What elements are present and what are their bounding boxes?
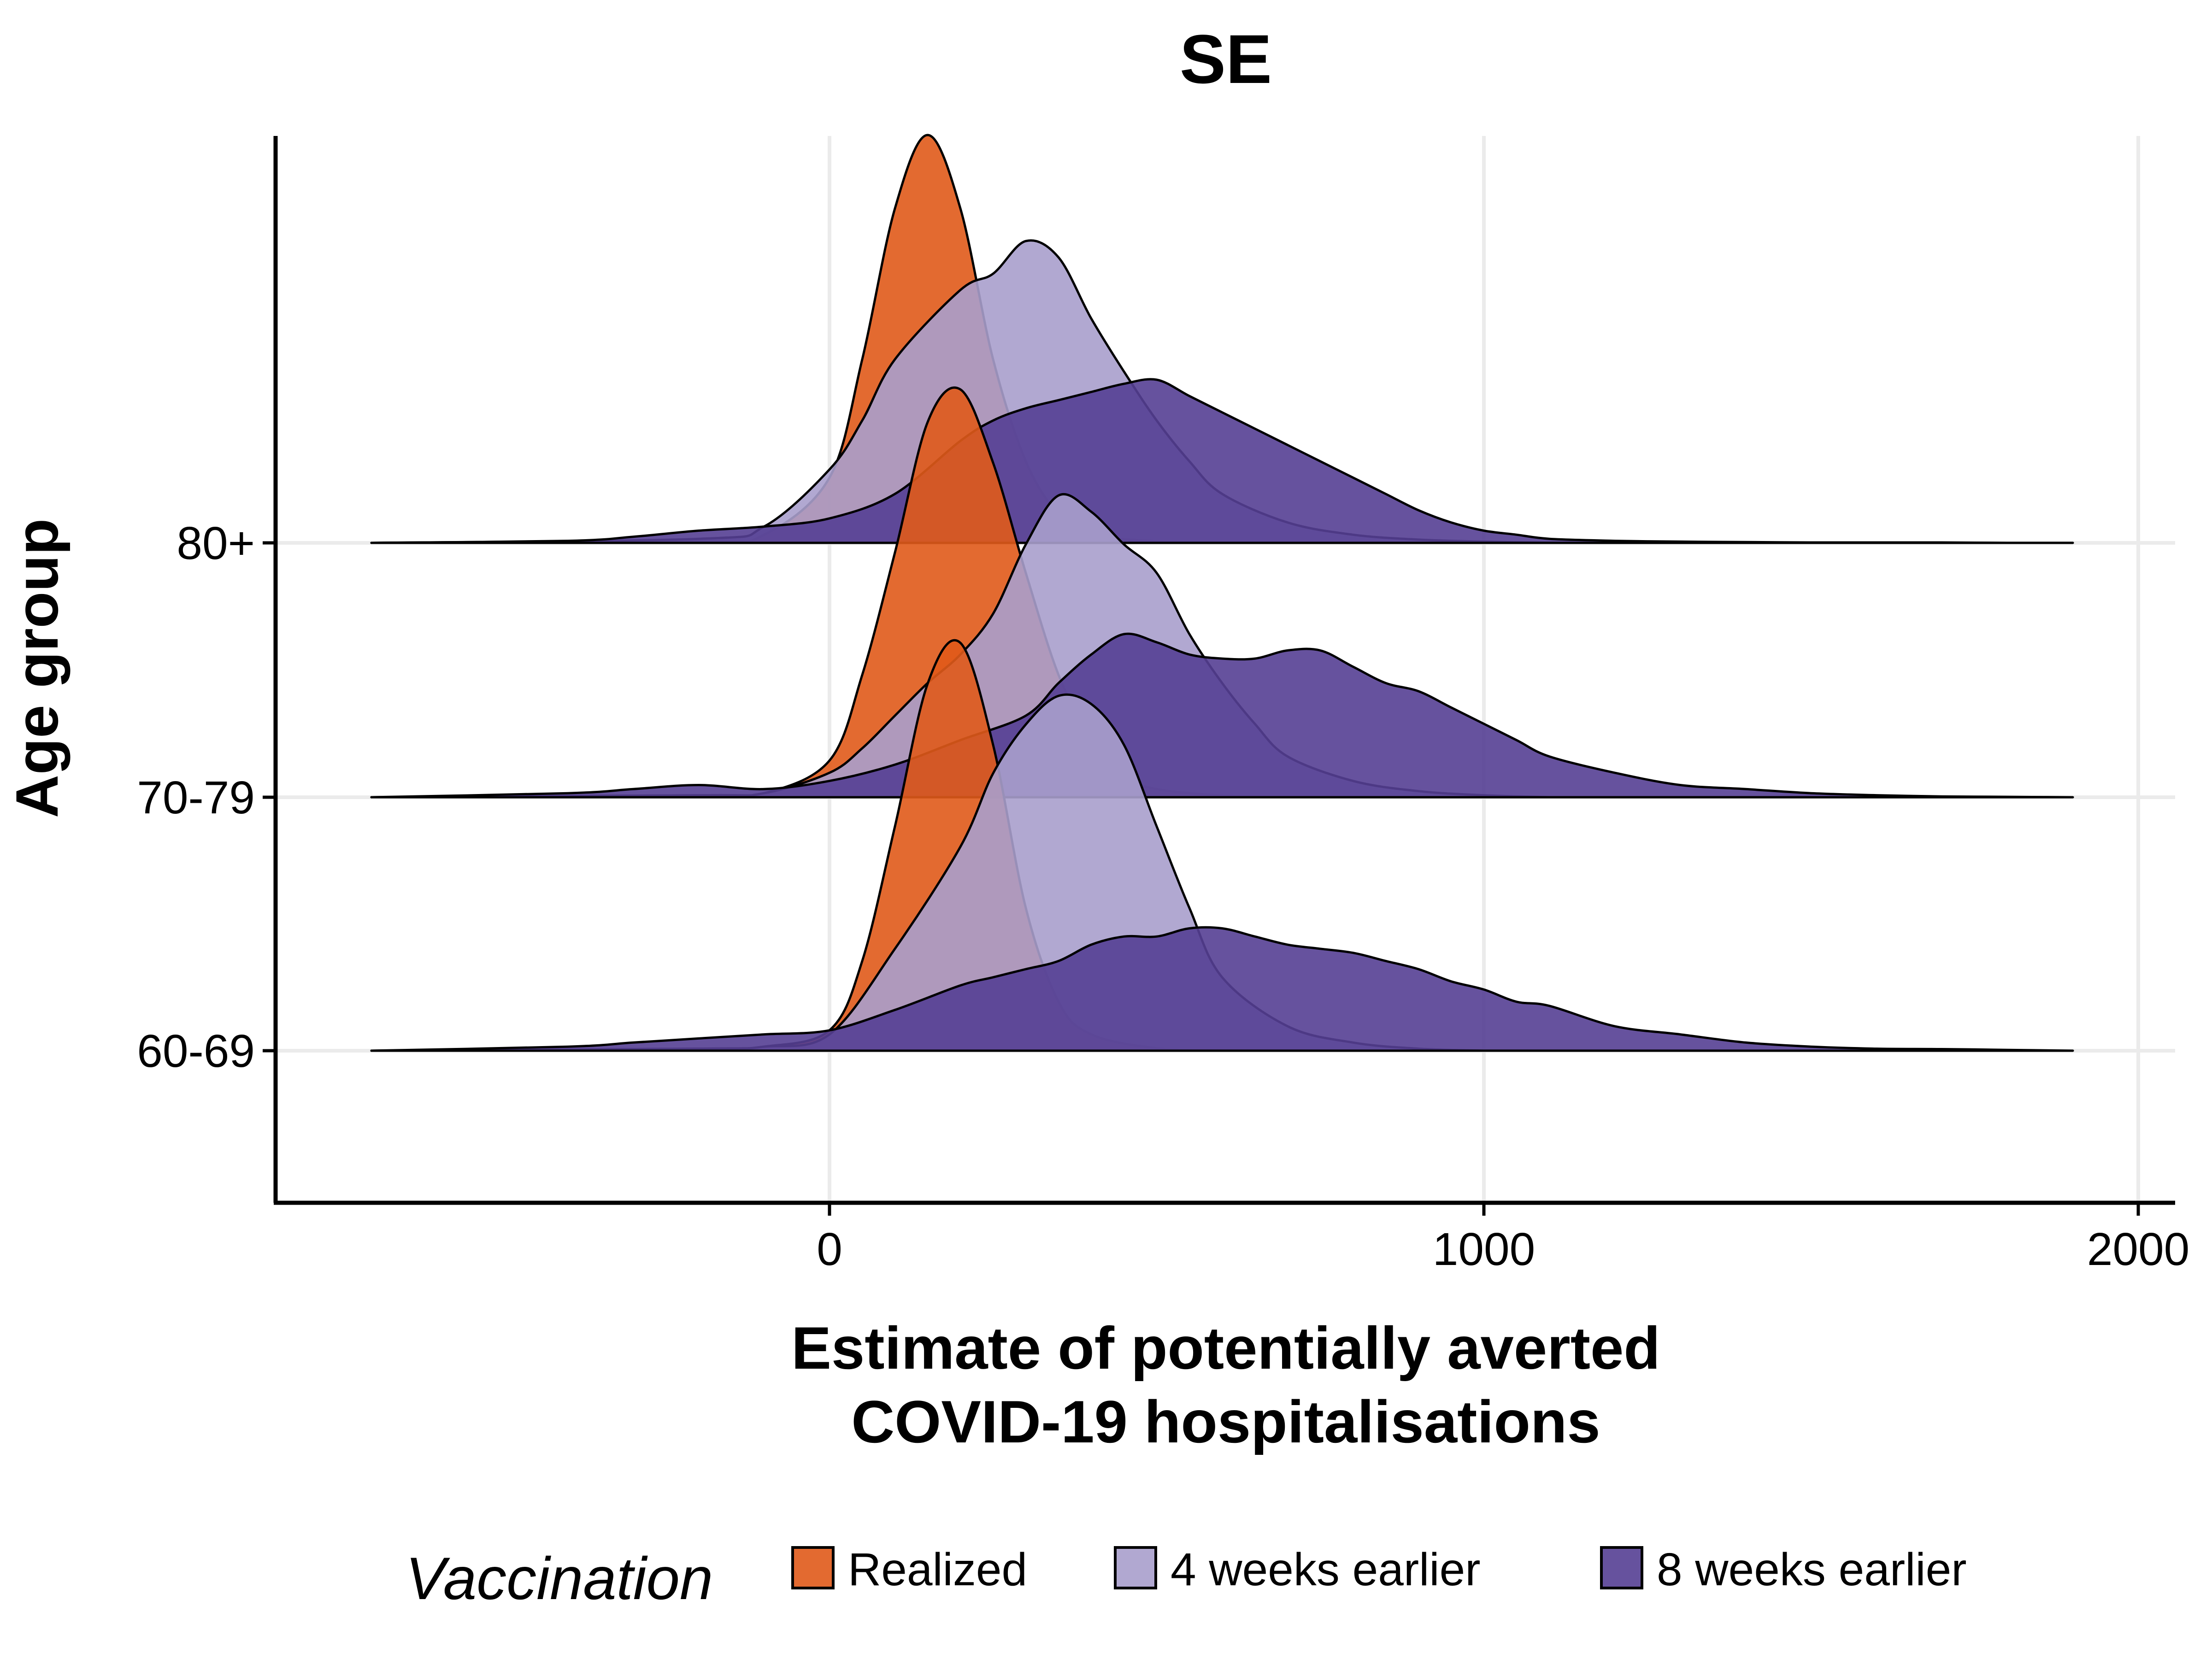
legend-item-4-weeks-earlier: 4 weeks earlier bbox=[1114, 1544, 1481, 1595]
legend-item-realized: Realized bbox=[791, 1544, 1027, 1595]
x-axis-title-line-1: Estimate of potentially averted bbox=[791, 1314, 1660, 1382]
x-axis-title-line-2: COVID-19 hospitalisations bbox=[851, 1388, 1600, 1455]
legend-label-8-weeks-earlier: 8 weeks earlier bbox=[1657, 1544, 1967, 1595]
ridge-8-weeks-earlier-80plus bbox=[370, 378, 2074, 544]
axes bbox=[273, 136, 2175, 1205]
ridge-8-weeks-earlier-70-79 bbox=[370, 632, 2074, 799]
y-axis-title: Age group bbox=[3, 518, 71, 818]
ridge-row-80plus bbox=[370, 134, 2074, 544]
y-tick-label: 70-79 bbox=[137, 772, 255, 824]
ridge-8-weeks-earlier-60-69 bbox=[370, 926, 2074, 1052]
legend-label-realized: Realized bbox=[848, 1544, 1027, 1595]
x-tick-label: 0 bbox=[817, 1224, 842, 1275]
legend-title: Vaccination bbox=[406, 1545, 713, 1612]
y-tick-label: 80+ bbox=[176, 518, 255, 569]
ridges bbox=[370, 134, 2074, 1052]
legend-key-realized bbox=[791, 1546, 835, 1589]
legend-item-8-weeks-earlier: 8 weeks earlier bbox=[1600, 1544, 1967, 1595]
y-tick-label: 60-69 bbox=[137, 1025, 255, 1077]
legend-key-8-weeks-earlier bbox=[1600, 1546, 1643, 1589]
x-tick-label: 1000 bbox=[1433, 1224, 1535, 1275]
legend-key-4-weeks-earlier bbox=[1114, 1546, 1157, 1589]
ridge-row-60-69 bbox=[370, 639, 2074, 1052]
ticks: 0 1000 2000 60-69 70-79 80+ bbox=[137, 518, 2189, 1275]
x-tick-label: 2000 bbox=[2087, 1224, 2189, 1275]
legend: Vaccination Realized 4 weeks earlier 8 wee… bbox=[406, 1544, 1967, 1612]
chart-title: SE bbox=[1180, 20, 1272, 98]
legend-label-4-weeks-earlier: 4 weeks earlier bbox=[1171, 1544, 1481, 1595]
